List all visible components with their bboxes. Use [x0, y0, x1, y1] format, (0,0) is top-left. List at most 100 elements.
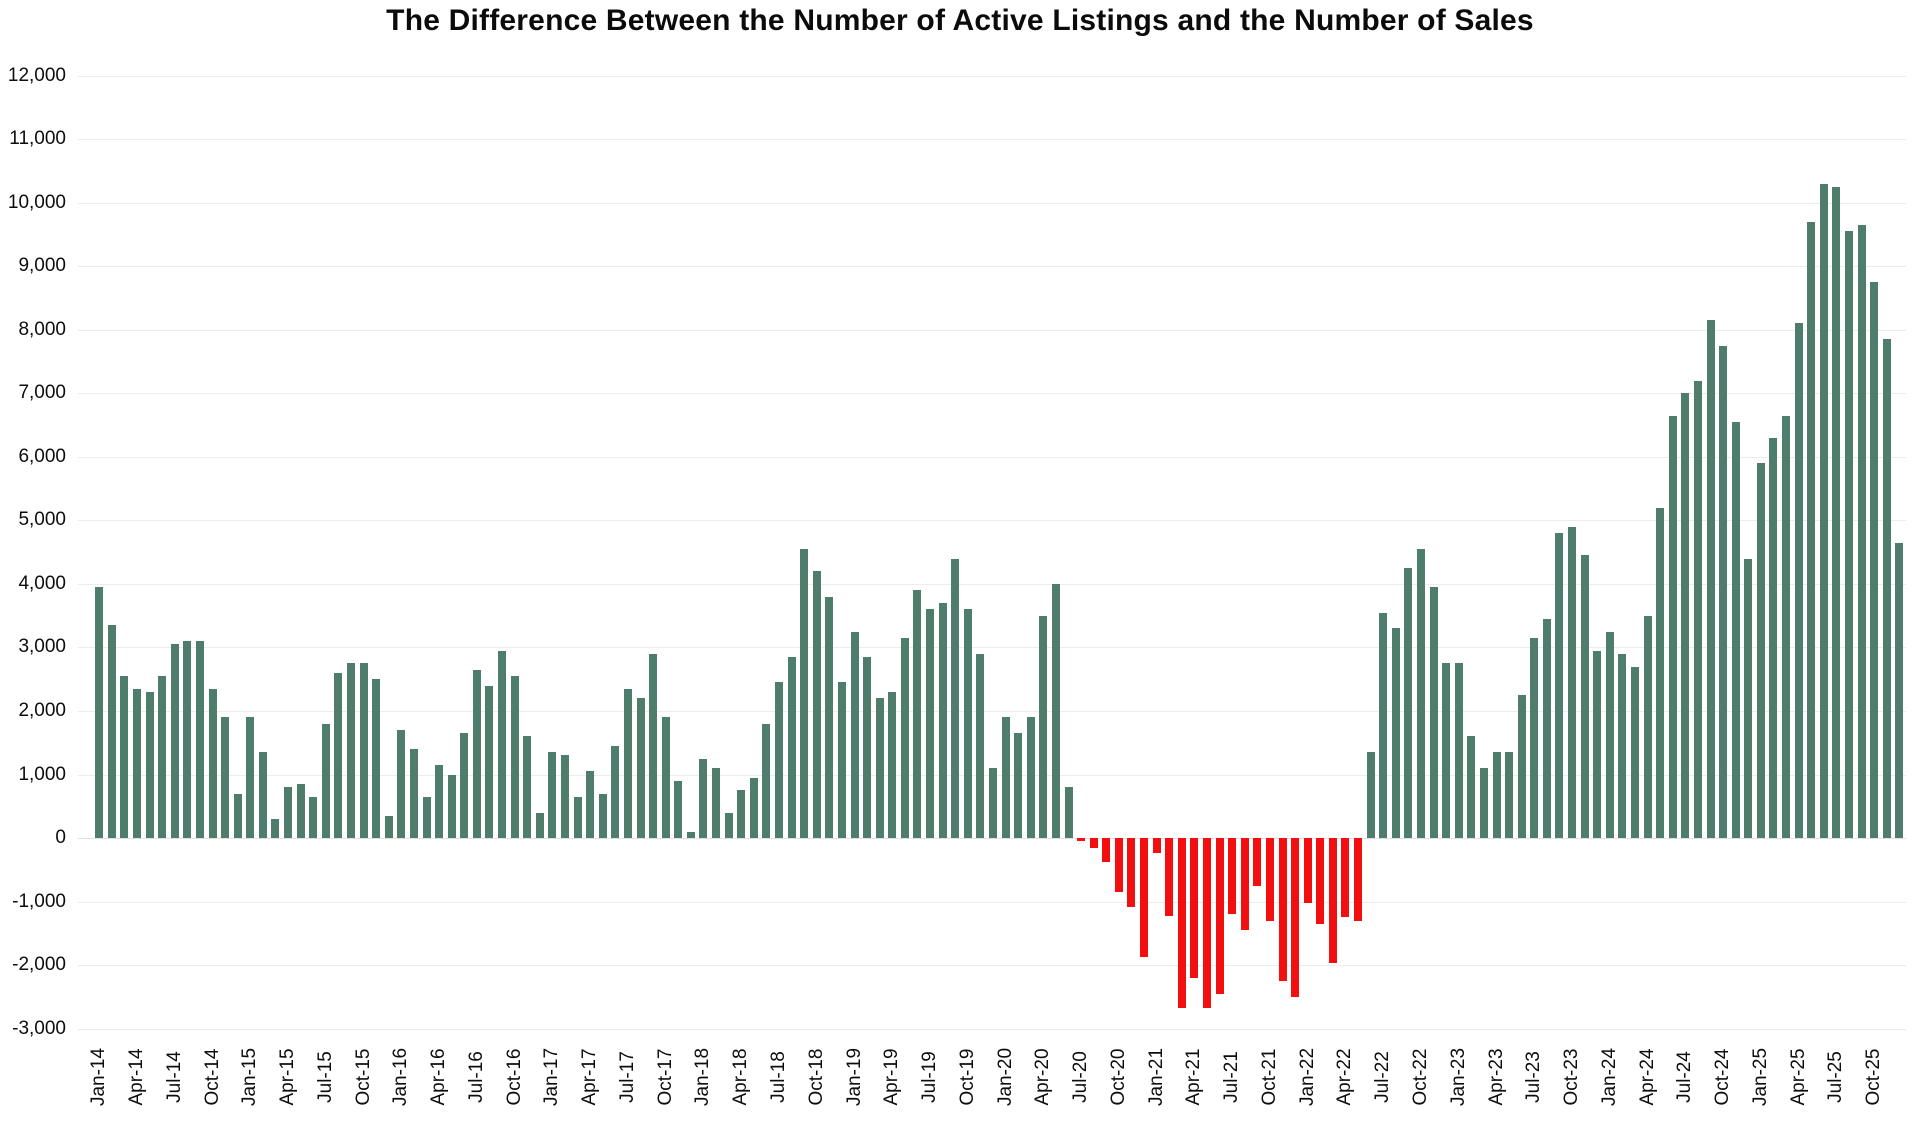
bar-Feb-23	[1467, 736, 1476, 838]
bar-Sep-21	[1253, 838, 1262, 886]
bar-Mar-19	[875, 698, 884, 838]
x-tick-label-Apr-16: Apr-16	[428, 1048, 450, 1106]
bar-Aug-17	[636, 698, 645, 838]
bar-Jan-24	[1605, 631, 1614, 838]
bar-Oct-24	[1719, 345, 1728, 838]
gridline-9000	[78, 266, 1906, 268]
bar-Jan-23	[1454, 663, 1463, 838]
bar-Dec-15	[384, 815, 393, 838]
y-tick-label-3000: 3,000	[18, 636, 66, 658]
bar-Nov-21	[1278, 838, 1287, 981]
y-tick-label--2000: -2,000	[12, 954, 66, 976]
y-tick-label-4000: 4,000	[18, 572, 66, 594]
bar-Jul-20	[1077, 838, 1086, 842]
bar-Sep-16	[498, 650, 506, 838]
y-tick-label-10000: 10,000	[7, 191, 66, 213]
bar-Aug-16	[485, 685, 494, 838]
x-tick-label-Apr-17: Apr-17	[579, 1048, 601, 1106]
y-tick-label-5000: 5,000	[18, 509, 66, 531]
bar-Aug-20	[1089, 838, 1098, 848]
bar-Apr-18	[737, 790, 746, 838]
bar-Jan-20	[1001, 717, 1010, 838]
bar-Oct-14	[208, 688, 217, 838]
x-tick-label-Oct-20: Oct-20	[1107, 1048, 1129, 1106]
bar-Aug-23	[1542, 618, 1551, 838]
x-tick-label-Jan-18: Jan-18	[692, 1047, 714, 1107]
x-tick-label-Jan-17: Jan-17	[541, 1047, 563, 1107]
bar-Aug-22	[1391, 628, 1400, 838]
gridline-10000	[78, 202, 1906, 204]
bar-Oct-18	[812, 571, 821, 838]
x-tick-label-Oct-16: Oct-16	[503, 1048, 525, 1106]
bar-Sep-14	[195, 641, 204, 838]
x-tick-label-Oct-25: Oct-25	[1863, 1048, 1885, 1106]
gridline-4000	[78, 583, 1906, 585]
bar-Feb-19	[863, 656, 872, 838]
bar-Aug-15	[334, 672, 343, 838]
bar-Dec-16	[535, 812, 544, 838]
bar-Jul-18	[775, 682, 783, 838]
bar-Dec-23	[1593, 650, 1602, 838]
bar-Apr-16	[435, 764, 444, 838]
x-tick-label-Oct-21: Oct-21	[1258, 1048, 1280, 1106]
bar-Jun-14	[158, 676, 167, 838]
bar-Sep-24	[1706, 320, 1715, 838]
bar-Sep-22	[1404, 568, 1413, 838]
y-tick-label-11000: 11,000	[9, 128, 66, 150]
bar-Feb-22	[1316, 838, 1325, 924]
bar-Nov-18	[825, 596, 834, 838]
bar-Feb-18	[712, 768, 720, 838]
x-tick-label-Jan-15: Jan-15	[239, 1047, 261, 1107]
bar-Mar-14	[120, 676, 129, 838]
bar-Dec-18	[837, 682, 846, 838]
x-tick-label-Jan-16: Jan-16	[390, 1047, 412, 1107]
bar-Nov-15	[372, 679, 381, 838]
bar-Oct-20	[1114, 838, 1123, 892]
x-tick-label-Apr-15: Apr-15	[277, 1048, 298, 1106]
bar-Aug-24	[1693, 380, 1702, 838]
bar-Jul-25	[1832, 186, 1841, 838]
bar-Jul-19	[926, 609, 934, 838]
bar-Jul-14	[170, 644, 179, 838]
bar-Nov-16	[523, 736, 532, 838]
bar-Jun-16	[460, 733, 469, 838]
x-tick-label-Jan-25: Jan-25	[1749, 1047, 1771, 1107]
gridline-7000	[78, 393, 1906, 395]
y-tick-label-1000: 1,000	[18, 763, 66, 785]
bar-Sep-18	[800, 548, 809, 838]
bar-Mar-23	[1479, 768, 1488, 838]
bar-Mar-24	[1630, 666, 1639, 838]
y-tick-label-9000: 9,000	[18, 255, 66, 277]
bar-Feb-21	[1165, 838, 1174, 916]
gridline-2000	[78, 710, 1906, 712]
x-tick-label-Oct-24: Oct-24	[1712, 1048, 1734, 1106]
bar-Oct-23	[1568, 526, 1576, 838]
bar-May-20	[1051, 583, 1060, 838]
bar-Jul-21	[1228, 838, 1237, 915]
bar-Sep-23	[1555, 533, 1564, 838]
x-tick-label-Apr-25: Apr-25	[1787, 1048, 1809, 1106]
bar-Oct-21	[1265, 838, 1274, 921]
bar-Oct-17	[661, 717, 670, 838]
bar-Mar-20	[1026, 717, 1035, 838]
x-tick-label-Jan-23: Jan-23	[1447, 1047, 1469, 1107]
bar-Nov-17	[674, 780, 683, 838]
bar-Dec-24	[1744, 558, 1753, 838]
bar-Oct-15	[359, 663, 368, 838]
y-tick-label-0: 0	[55, 827, 66, 848]
bar-Jan-25	[1756, 463, 1765, 838]
x-tick-label-Jul-23: Jul-23	[1523, 1051, 1545, 1103]
bar-Apr-15	[284, 787, 292, 838]
bar-May-14	[145, 691, 154, 838]
bar-Jan-16	[397, 730, 406, 838]
bar-Jun-21	[1215, 838, 1224, 994]
y-tick-label--3000: -3,000	[12, 1017, 66, 1039]
x-tick-label-Oct-22: Oct-22	[1409, 1048, 1431, 1106]
x-tick-label-Oct-14: Oct-14	[201, 1048, 223, 1106]
x-tick-label-Jan-22: Jan-22	[1296, 1047, 1318, 1107]
bar-Sep-25	[1857, 224, 1866, 838]
x-tick-label-Jul-15: Jul-15	[314, 1051, 336, 1103]
x-tick-label-Apr-23: Apr-23	[1485, 1048, 1507, 1106]
bar-Oct-16	[510, 676, 519, 838]
